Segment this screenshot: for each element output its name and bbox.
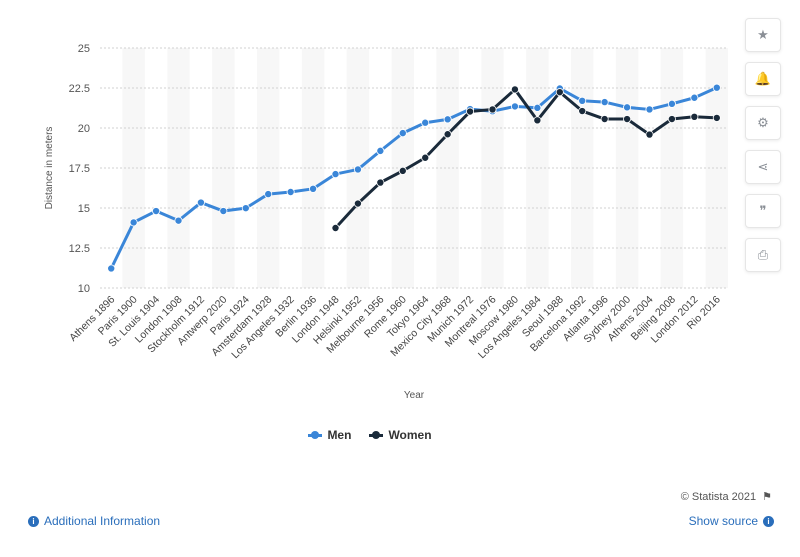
gear-icon: ⚙ [757, 115, 769, 130]
data-point-men [398, 129, 407, 138]
y-axis-label: Distance in meters [44, 127, 55, 210]
data-point-men [533, 103, 542, 112]
data-point-women [331, 223, 340, 232]
chart-toolbar: ★ 🔔 ⚙ ⋖ ❞ ⎙ [745, 18, 781, 282]
series-line-women [334, 87, 717, 230]
quote-icon: ❞ [759, 203, 767, 218]
band [615, 48, 639, 288]
data-point-men [690, 93, 699, 102]
data-point-women [376, 178, 385, 187]
data-point-men [667, 99, 676, 108]
data-point-men [443, 115, 452, 124]
data-point-women [398, 166, 407, 175]
data-point-women [690, 112, 699, 121]
settings-button[interactable]: ⚙ [745, 106, 781, 140]
legend-label-women: Women [388, 428, 432, 442]
legend-item-men[interactable]: Men [308, 428, 351, 442]
cite-button[interactable]: ❞ [745, 194, 781, 228]
data-point-women [555, 88, 564, 97]
data-point-men [645, 105, 654, 114]
y-tick-label: 17.5 [69, 163, 90, 175]
data-point-men [712, 83, 721, 92]
show-source-link[interactable]: Show source i [689, 514, 774, 528]
data-point-women [645, 130, 654, 139]
data-point-men [623, 103, 632, 112]
data-point-men [331, 170, 340, 179]
band [660, 48, 684, 288]
data-point-men [376, 146, 385, 155]
print-icon: ⎙ [757, 247, 769, 262]
x-axis-label: Year [404, 390, 425, 401]
print-button[interactable]: ⎙ [745, 238, 781, 272]
data-point-women [510, 85, 519, 94]
legend-swatch-women [369, 430, 384, 439]
data-point-men [264, 190, 273, 199]
y-tick-label: 22.5 [69, 83, 90, 95]
data-point-women [353, 199, 362, 208]
show-source-label: Show source [688, 514, 758, 528]
y-tick-label: 25 [78, 43, 90, 55]
statista-credit[interactable]: © Statista 2021 ⚑ [680, 490, 772, 504]
credit-text: © Statista 2021 [680, 490, 757, 503]
data-point-men [152, 207, 161, 216]
band [167, 48, 190, 288]
favorite-button[interactable]: ★ [745, 18, 781, 52]
share-button[interactable]: ⋖ [745, 150, 781, 184]
series-lines [109, 86, 718, 270]
series-line-men [109, 86, 718, 270]
data-point-men [578, 96, 587, 105]
data-point-men [600, 98, 609, 107]
data-point-men [353, 165, 362, 174]
data-point-men [286, 187, 295, 196]
data-point-men [309, 184, 318, 193]
series-points [107, 83, 721, 273]
data-point-women [667, 115, 676, 124]
band [212, 48, 235, 288]
data-point-women [578, 107, 587, 116]
data-point-women [712, 113, 721, 122]
y-tick-label: 12.5 [69, 243, 90, 255]
legend-label-men: Men [327, 428, 352, 442]
data-point-men [174, 216, 183, 225]
data-point-men [510, 102, 519, 111]
bell-icon: 🔔 [754, 71, 772, 86]
legend-item-women[interactable]: Women [369, 428, 432, 442]
data-point-women [488, 105, 497, 114]
data-point-men [129, 218, 138, 227]
info-icon: i [763, 515, 774, 527]
flag-icon: ⚑ [762, 491, 772, 503]
y-tick-label: 20 [78, 123, 90, 135]
y-tick-label: 15 [78, 203, 90, 215]
data-point-women [443, 130, 452, 139]
additional-information-label: Additional Information [44, 514, 161, 528]
data-point-women [421, 153, 430, 162]
data-point-women [600, 115, 609, 124]
data-point-women [466, 107, 475, 116]
data-point-women [623, 115, 632, 124]
legend: Men Women [0, 428, 740, 442]
band [436, 48, 459, 288]
share-icon: ⋖ [757, 159, 769, 174]
data-point-women [533, 116, 542, 125]
legend-swatch-men [308, 430, 323, 439]
data-point-men [219, 207, 228, 216]
band [571, 48, 594, 288]
y-tick-label: 10 [78, 283, 90, 295]
data-point-men [196, 198, 205, 207]
additional-information-link[interactable]: i Additional Information [28, 514, 160, 528]
y-axis-ticks: 10 12.5 15 17.5 20 22.5 25 [69, 43, 90, 295]
info-icon: i [28, 515, 39, 527]
star-icon: ★ [757, 27, 769, 42]
notification-button[interactable]: 🔔 [745, 62, 781, 96]
data-point-men [107, 264, 116, 273]
data-point-men [421, 118, 430, 127]
data-point-men [241, 204, 250, 213]
